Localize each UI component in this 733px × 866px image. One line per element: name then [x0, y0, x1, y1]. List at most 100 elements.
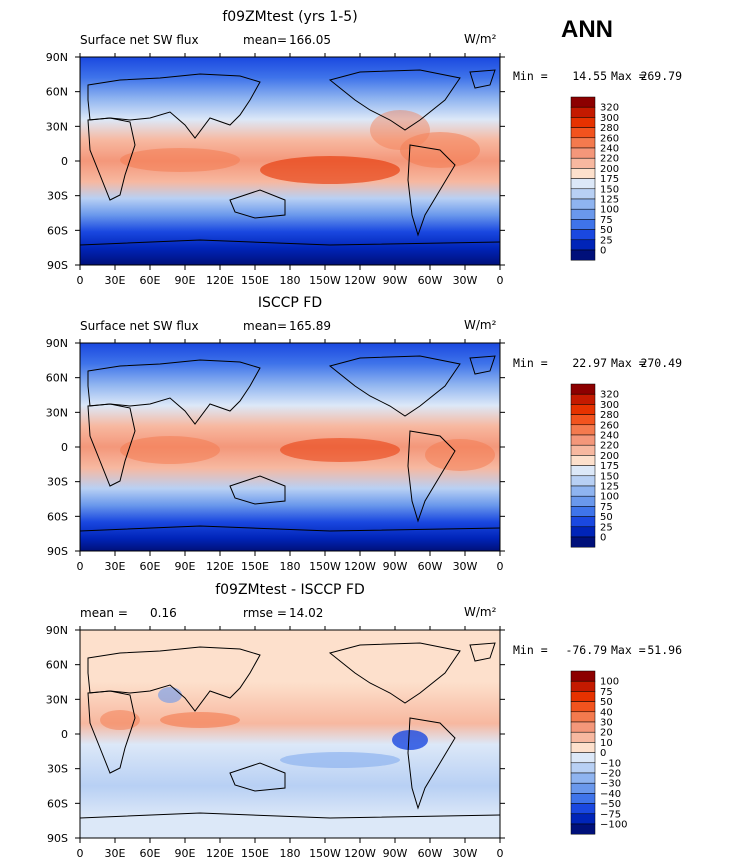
colorbar-label: −75 — [600, 809, 621, 820]
y-tick-label: 60S — [47, 797, 68, 810]
panel1-max-label: Max = — [611, 69, 646, 83]
colorbar-swatch — [570, 404, 596, 415]
panel2-min-label: Min = — [513, 356, 548, 370]
x-tick-label: 60E — [140, 274, 161, 287]
colorbar-swatch — [570, 229, 596, 241]
x-tick-label: 30W — [453, 560, 478, 573]
colorbar-label: 260 — [600, 133, 619, 144]
colorbar-swatch — [570, 414, 596, 426]
colorbar-label: 320 — [600, 390, 619, 401]
x-tick-label: 0 — [77, 847, 84, 860]
x-tick-label: 120W — [344, 274, 376, 287]
y-tick-label: 30N — [46, 693, 68, 706]
colorbar-swatch — [570, 506, 596, 517]
y-tick-label: 90N — [46, 337, 68, 350]
x-tick-label: 0 — [497, 560, 504, 573]
y-tick-label: 90S — [47, 832, 68, 845]
panel2-mean-label: mean= — [243, 319, 288, 333]
y-tick-label: 60S — [47, 510, 68, 523]
colorbar-label: 125 — [600, 195, 619, 206]
colorbar-swatch — [570, 168, 596, 179]
colorbar-swatch — [570, 444, 596, 456]
colorbar-swatch — [570, 742, 596, 753]
colorbar-label: 200 — [600, 451, 619, 462]
x-tick-label: 120E — [206, 274, 234, 287]
x-tick-label: 150W — [309, 274, 341, 287]
colorbar-swatch — [570, 96, 596, 108]
season-label: ANN — [561, 16, 613, 43]
colorbar-swatch — [570, 803, 596, 815]
y-tick-label: 30S — [47, 763, 68, 776]
x-tick-label: 0 — [497, 847, 504, 860]
y-tick-label: 90N — [46, 51, 68, 64]
colorbar-label: 10 — [600, 738, 613, 749]
panel3-min-value: -76.79 — [565, 643, 607, 657]
y-tick-label: 90N — [46, 624, 68, 637]
x-tick-label: 30E — [105, 274, 126, 287]
colorbar-label: 0 — [600, 748, 606, 759]
colorbar-swatch — [570, 752, 596, 764]
colorbar-label: 150 — [600, 184, 619, 195]
colorbar-label: 220 — [600, 441, 619, 452]
colorbar-label: 200 — [600, 164, 619, 175]
x-tick-label: 60W — [418, 274, 443, 287]
colorbar-label: 175 — [600, 174, 619, 185]
panel3-rmse-label: rmse = — [243, 606, 287, 620]
panel2-mean-value: 165.89 — [289, 319, 331, 333]
y-tick-label: 0 — [61, 441, 68, 454]
panel3-title: f09ZMtest - ISCCP FD — [215, 582, 365, 598]
colorbar-swatch — [570, 721, 596, 733]
y-tick-label: 0 — [61, 155, 68, 168]
colorbar-label: 150 — [600, 471, 619, 482]
colorbar-label: −100 — [600, 820, 627, 831]
colorbar-label: 75 — [600, 687, 613, 698]
colorbar-swatch — [570, 485, 596, 497]
x-tick-label: 150E — [241, 274, 269, 287]
panel3-units: W/m² — [464, 605, 497, 619]
x-tick-label: 180 — [280, 274, 301, 287]
panel3-mean-label: mean = — [80, 606, 128, 620]
colorbar-label: 100 — [600, 492, 619, 503]
panel1-max-value: 269.79 — [640, 69, 682, 83]
colorbar-label: 320 — [600, 103, 619, 114]
colorbar-swatch — [570, 393, 596, 405]
panel3-max-value: 51.96 — [647, 643, 682, 657]
colorbar-label: 100 — [600, 677, 619, 688]
panel1-field-label: Surface net SW flux — [80, 33, 199, 47]
x-tick-label: 90E — [175, 560, 196, 573]
y-tick-label: 30N — [46, 406, 68, 419]
colorbar-label: 50 — [600, 512, 613, 523]
x-tick-label: 30W — [453, 847, 478, 860]
colorbar-swatch — [570, 701, 596, 713]
colorbar-swatch — [570, 465, 596, 477]
colorbar-label: 175 — [600, 461, 619, 472]
colorbar-swatch — [570, 731, 596, 743]
panel2-units: W/m² — [464, 318, 497, 332]
colorbar-label: 0 — [600, 533, 606, 544]
colorbar-swatch — [570, 147, 596, 159]
y-tick-label: 30S — [47, 190, 68, 203]
colorbar-label: 300 — [600, 113, 619, 124]
x-tick-label: 120E — [206, 560, 234, 573]
y-tick-label: 90S — [47, 545, 68, 558]
panel2-max-value: 270.49 — [640, 356, 682, 370]
y-tick-label: 60S — [47, 224, 68, 237]
colorbar-label: 75 — [600, 502, 613, 513]
colorbar-swatch — [570, 455, 596, 466]
panel1-min-label: Min = — [513, 69, 548, 83]
x-tick-label: 30W — [453, 274, 478, 287]
colorbar-label: 40 — [600, 707, 613, 718]
colorbar-label: 240 — [600, 431, 619, 442]
x-tick-label: 120W — [344, 560, 376, 573]
panel3-max-label: Max = — [611, 643, 646, 657]
panel3-map — [80, 630, 500, 838]
colorbar-swatch — [570, 670, 596, 682]
panel1-units: W/m² — [464, 32, 497, 46]
colorbar-label: 100 — [600, 205, 619, 216]
x-tick-label: 120E — [206, 847, 234, 860]
x-tick-label: 150E — [241, 847, 269, 860]
panel2-map — [80, 343, 500, 551]
colorbar-swatch — [570, 434, 596, 446]
x-tick-label: 120W — [344, 847, 376, 860]
y-tick-label: 30N — [46, 120, 68, 133]
